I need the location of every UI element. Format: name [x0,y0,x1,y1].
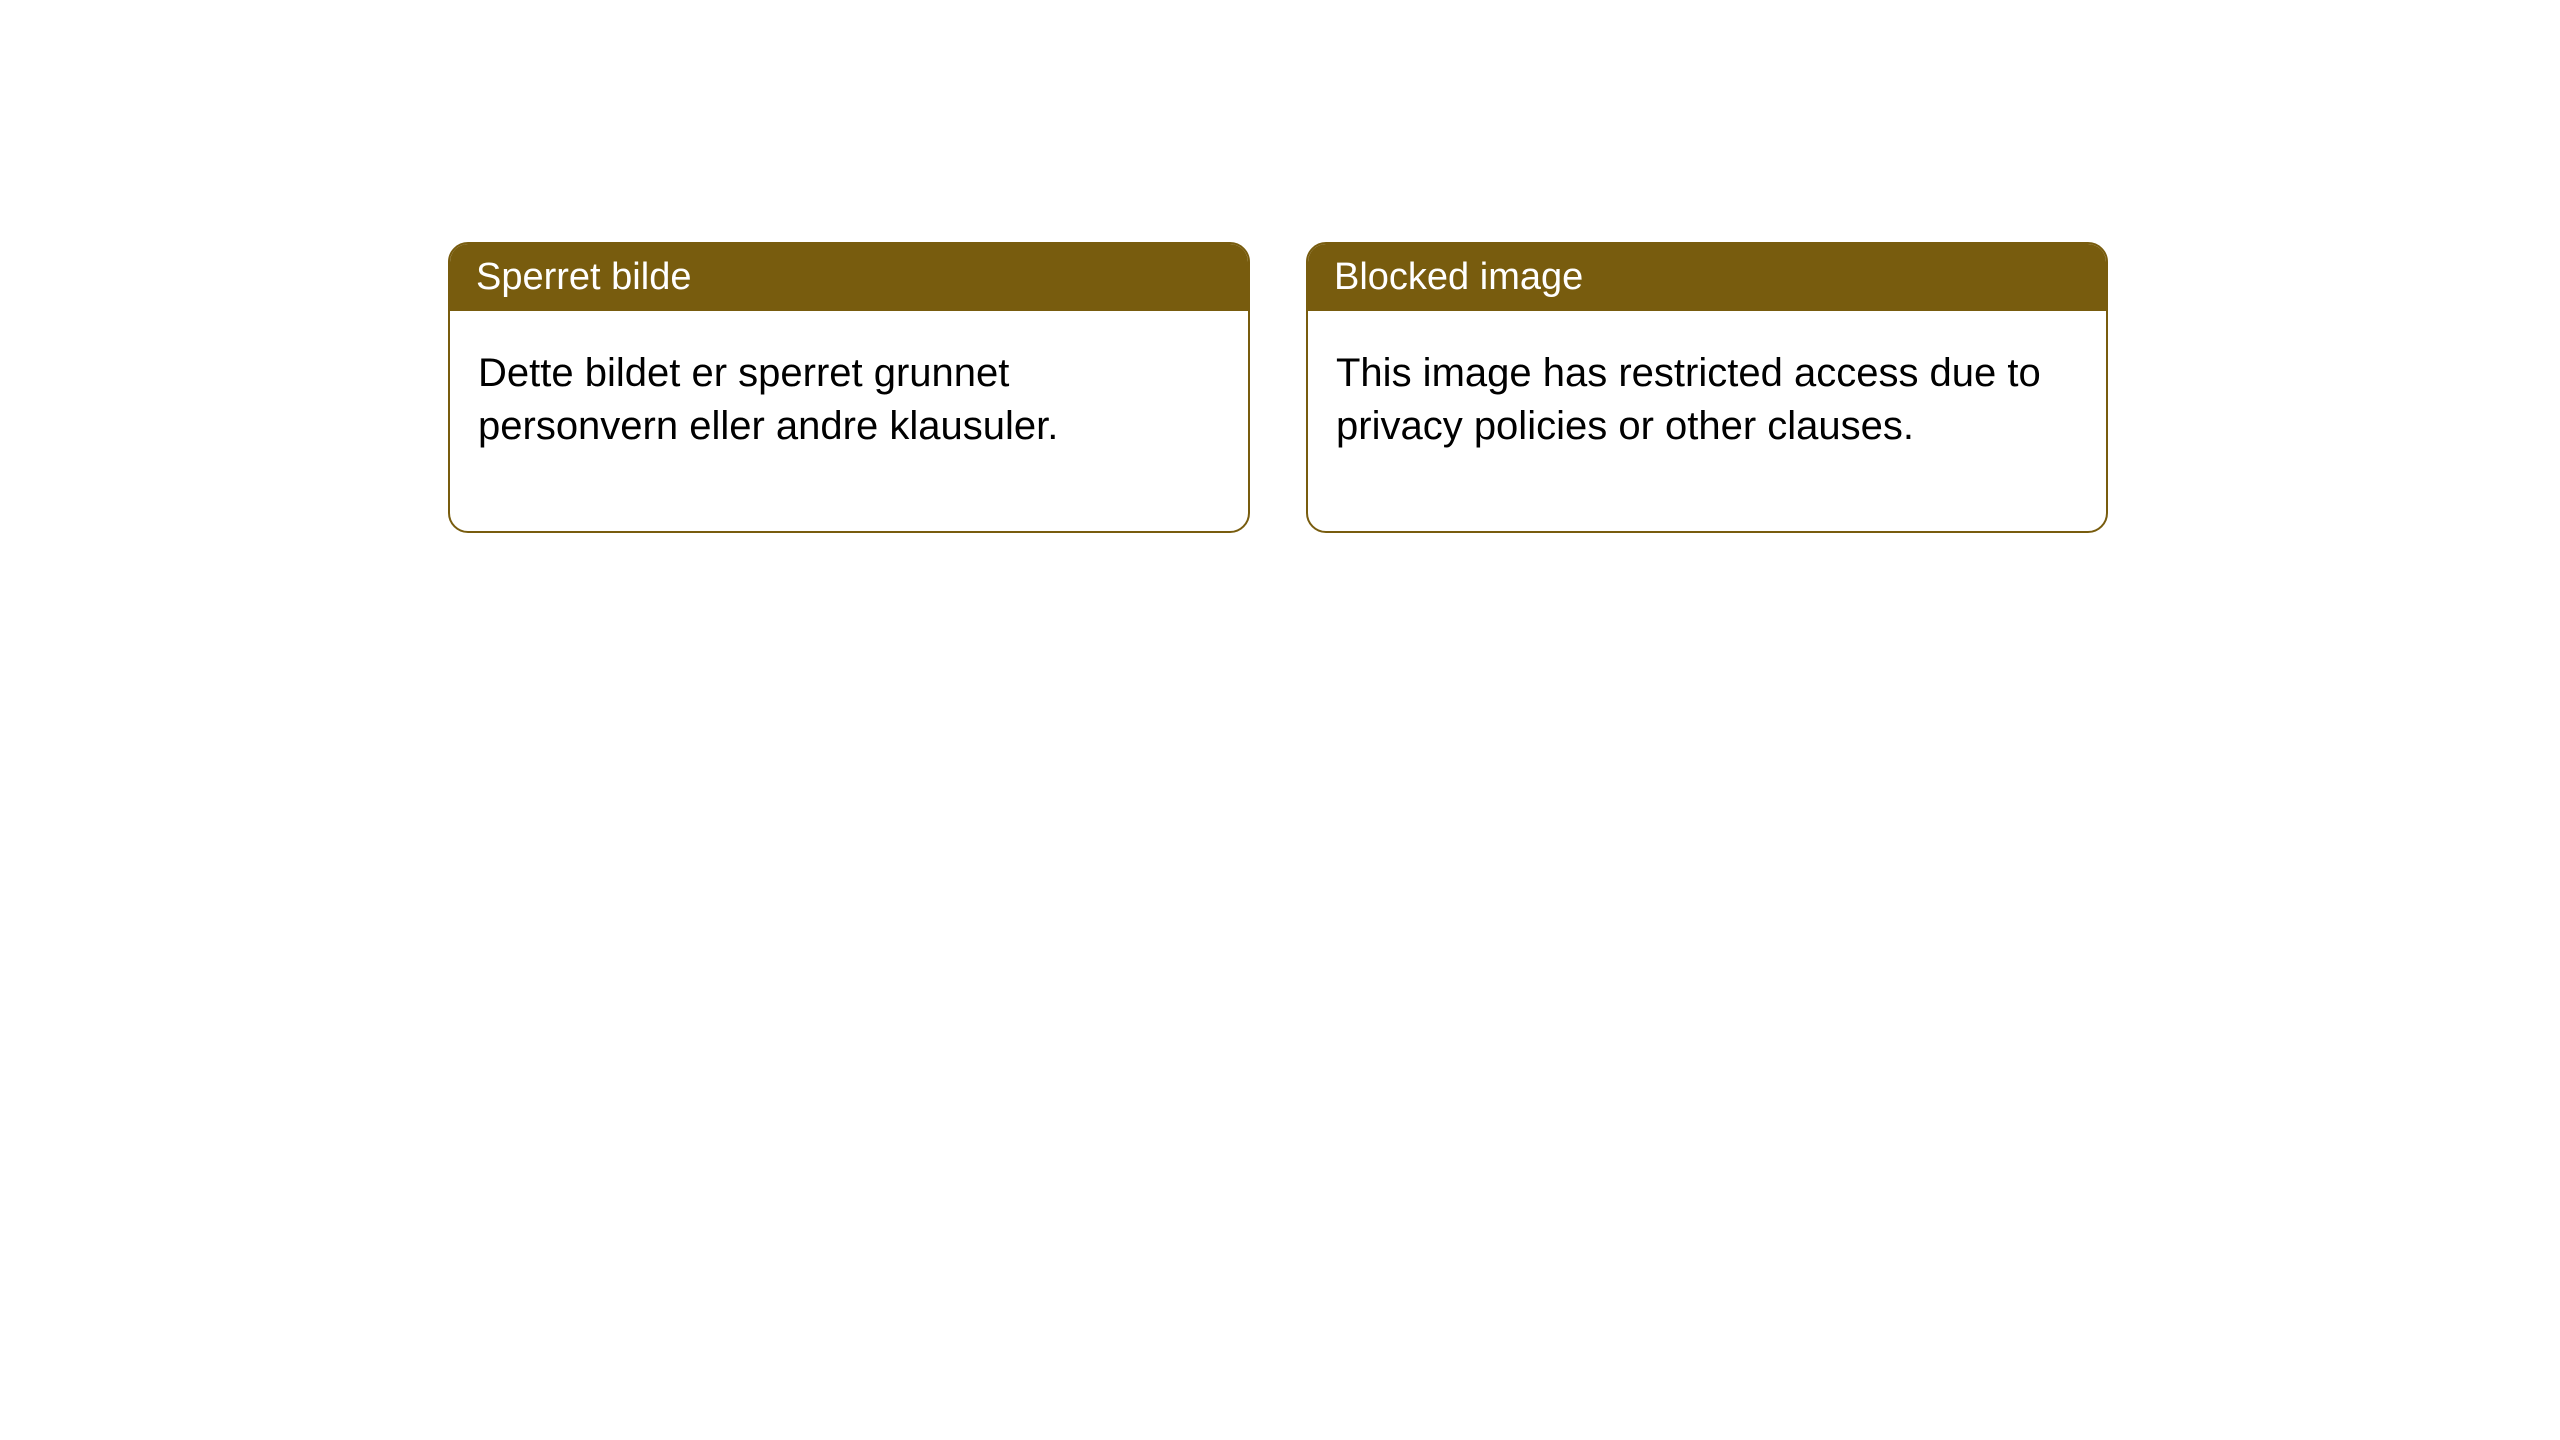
notice-container: Sperret bilde Dette bildet er sperret gr… [0,0,2560,533]
card-body: This image has restricted access due to … [1308,311,2106,531]
notice-card-english: Blocked image This image has restricted … [1306,242,2108,533]
card-header: Blocked image [1308,244,2106,311]
card-body: Dette bildet er sperret grunnet personve… [450,311,1248,531]
notice-card-norwegian: Sperret bilde Dette bildet er sperret gr… [448,242,1250,533]
card-header: Sperret bilde [450,244,1248,311]
